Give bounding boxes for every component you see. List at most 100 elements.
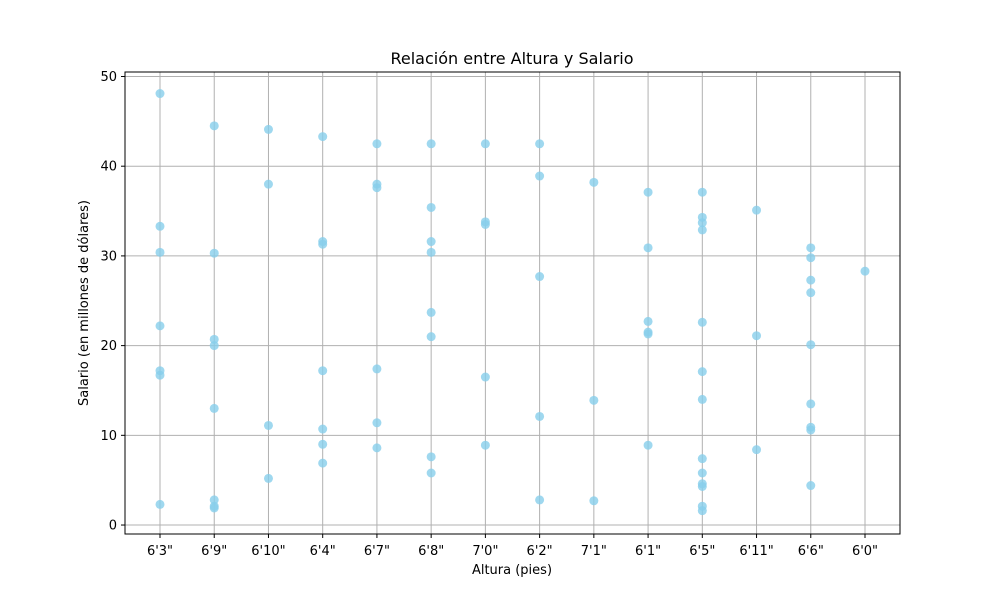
data-point bbox=[155, 321, 165, 331]
x-tick-label: 6'9" bbox=[201, 544, 227, 559]
data-point bbox=[263, 179, 273, 189]
data-point bbox=[535, 411, 545, 421]
y-axis-ticks: 0 10 20 30 40 50 bbox=[100, 70, 125, 534]
x-tick-label: 6'8" bbox=[418, 544, 444, 559]
data-point bbox=[535, 495, 545, 505]
data-point bbox=[643, 440, 653, 450]
data-point bbox=[589, 395, 599, 405]
data-point bbox=[806, 288, 816, 298]
x-tick-label: 6'4" bbox=[310, 544, 336, 559]
x-tick-label: 6'1" bbox=[635, 544, 661, 559]
data-point bbox=[806, 399, 816, 409]
data-point bbox=[535, 272, 545, 282]
data-point bbox=[480, 220, 490, 230]
x-tick-label: 6'11" bbox=[739, 544, 773, 559]
data-point bbox=[318, 366, 328, 376]
data-point bbox=[372, 183, 382, 193]
data-point bbox=[155, 499, 165, 509]
data-point bbox=[697, 506, 707, 516]
data-point bbox=[806, 340, 816, 350]
data-point bbox=[426, 247, 436, 257]
data-point bbox=[643, 187, 653, 197]
data-point bbox=[697, 367, 707, 377]
y-tick-label: 30 bbox=[100, 249, 117, 264]
data-point bbox=[372, 364, 382, 374]
data-point bbox=[155, 247, 165, 257]
data-point bbox=[155, 370, 165, 380]
chart-title: Relación entre Altura y Salario bbox=[390, 49, 633, 68]
data-point bbox=[426, 237, 436, 247]
data-point bbox=[697, 218, 707, 228]
data-point bbox=[806, 425, 816, 435]
data-point bbox=[697, 468, 707, 478]
y-tick-label: 20 bbox=[100, 339, 117, 354]
data-point bbox=[643, 329, 653, 339]
data-point bbox=[209, 121, 219, 131]
data-point bbox=[209, 248, 219, 258]
x-tick-label: 6'7" bbox=[364, 544, 390, 559]
data-point bbox=[426, 202, 436, 212]
x-tick-label: 7'0" bbox=[472, 544, 498, 559]
data-point bbox=[806, 253, 816, 263]
grid bbox=[125, 72, 900, 534]
data-point bbox=[426, 452, 436, 462]
data-point bbox=[155, 221, 165, 231]
x-axis-ticks: 6'3" 6'9" 6'10" 6'4" 6'7" 6'8" 7'0" 6'2" 7'1" 6'1… bbox=[147, 534, 878, 559]
data-point bbox=[426, 332, 436, 342]
data-point bbox=[697, 317, 707, 327]
data-point bbox=[752, 445, 762, 455]
data-point bbox=[806, 243, 816, 253]
plot-area-frame bbox=[124, 71, 901, 535]
x-tick-label: 7'1" bbox=[581, 544, 607, 559]
data-point bbox=[209, 334, 219, 344]
data-point bbox=[535, 171, 545, 181]
data-point bbox=[535, 139, 545, 149]
data-point bbox=[318, 458, 328, 468]
data-point bbox=[480, 372, 490, 382]
y-tick-label: 10 bbox=[100, 429, 117, 444]
data-point bbox=[372, 443, 382, 453]
data-point bbox=[426, 307, 436, 317]
data-point bbox=[209, 495, 219, 505]
data-point bbox=[752, 205, 762, 215]
data-point bbox=[209, 341, 219, 351]
data-point bbox=[318, 132, 328, 142]
y-tick-label: 0 bbox=[109, 519, 117, 534]
scatter-points bbox=[155, 89, 870, 516]
data-point bbox=[752, 331, 762, 341]
data-point bbox=[697, 481, 707, 491]
data-point bbox=[697, 225, 707, 235]
x-tick-label: 6'0" bbox=[852, 544, 878, 559]
x-axis-title: Altura (pies) bbox=[472, 563, 552, 578]
data-point bbox=[643, 316, 653, 326]
data-point bbox=[318, 239, 328, 249]
data-point bbox=[697, 187, 707, 197]
data-point bbox=[426, 468, 436, 478]
data-point bbox=[209, 503, 219, 513]
x-tick-label: 6'5" bbox=[689, 544, 715, 559]
data-point bbox=[643, 243, 653, 253]
y-tick-label: 50 bbox=[100, 70, 117, 85]
data-point bbox=[806, 481, 816, 491]
x-tick-label: 6'10" bbox=[251, 544, 285, 559]
y-tick-label: 40 bbox=[100, 160, 117, 175]
data-point bbox=[589, 496, 599, 506]
data-point bbox=[697, 394, 707, 404]
data-point bbox=[426, 139, 436, 149]
x-tick-label: 6'6" bbox=[798, 544, 824, 559]
data-point bbox=[860, 266, 870, 276]
data-point bbox=[318, 439, 328, 449]
data-point bbox=[263, 420, 273, 430]
data-point bbox=[806, 275, 816, 285]
data-point bbox=[155, 89, 165, 99]
data-point bbox=[318, 424, 328, 434]
data-point bbox=[372, 139, 382, 149]
data-point bbox=[263, 124, 273, 134]
y-axis-title: Salario (en millones de dólares) bbox=[77, 200, 92, 406]
data-point bbox=[209, 403, 219, 413]
data-point bbox=[263, 473, 273, 483]
x-tick-label: 6'3" bbox=[147, 544, 173, 559]
data-point bbox=[697, 454, 707, 464]
